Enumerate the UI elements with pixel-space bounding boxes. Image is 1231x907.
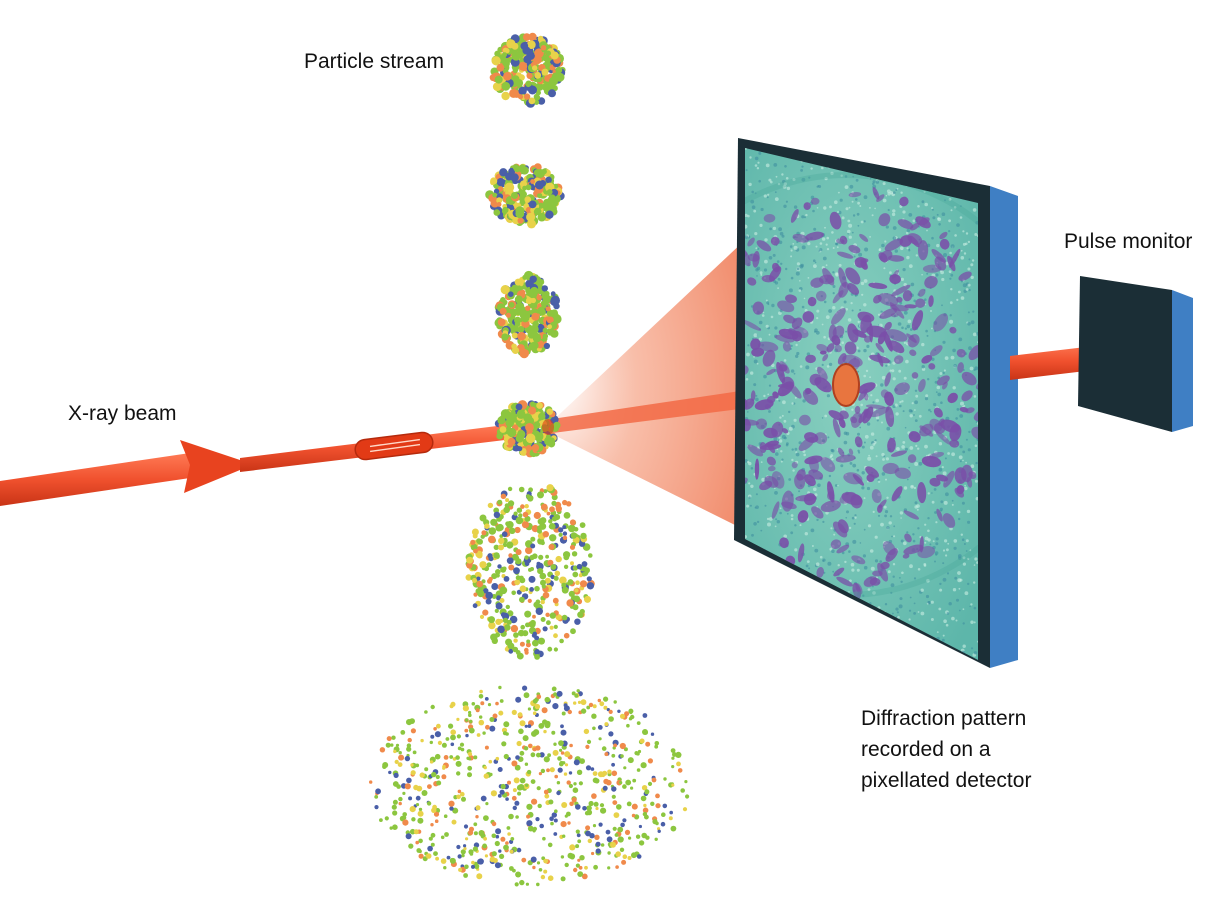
pulse-monitor-label: Pulse monitor (1064, 230, 1193, 253)
particle-stream-label: Particle stream (304, 50, 445, 73)
beam-stop-hole (832, 363, 860, 407)
pulse-monitor-front (1078, 276, 1172, 432)
diffraction-label-line-1: Diffraction pattern (861, 707, 1027, 730)
beam-incoming-segment (0, 453, 190, 506)
pulse-compressor (354, 431, 434, 461)
particle-stream (369, 32, 690, 887)
scatter-cone (548, 240, 745, 530)
particle-cluster (485, 163, 565, 229)
particle-cluster (494, 400, 561, 458)
particle-cluster (369, 685, 690, 887)
particle-cluster (494, 270, 562, 359)
xray-beam-label: X-ray beam (68, 402, 177, 425)
pulse-monitor (1078, 276, 1193, 432)
xray-beam (0, 425, 505, 506)
diffraction-label-line-2: recorded on a (861, 738, 991, 761)
beam-focusing-arrow (180, 440, 240, 493)
pulse-monitor-side (1172, 290, 1193, 432)
diffraction-label-line-3: pixellated detector (861, 769, 1032, 792)
particle-cluster (489, 32, 566, 108)
detector (734, 138, 1018, 668)
diffraction-label: Diffraction pattern recorded on a pixell… (861, 703, 1031, 796)
particle-cluster (465, 484, 595, 660)
detector-side (990, 186, 1018, 668)
